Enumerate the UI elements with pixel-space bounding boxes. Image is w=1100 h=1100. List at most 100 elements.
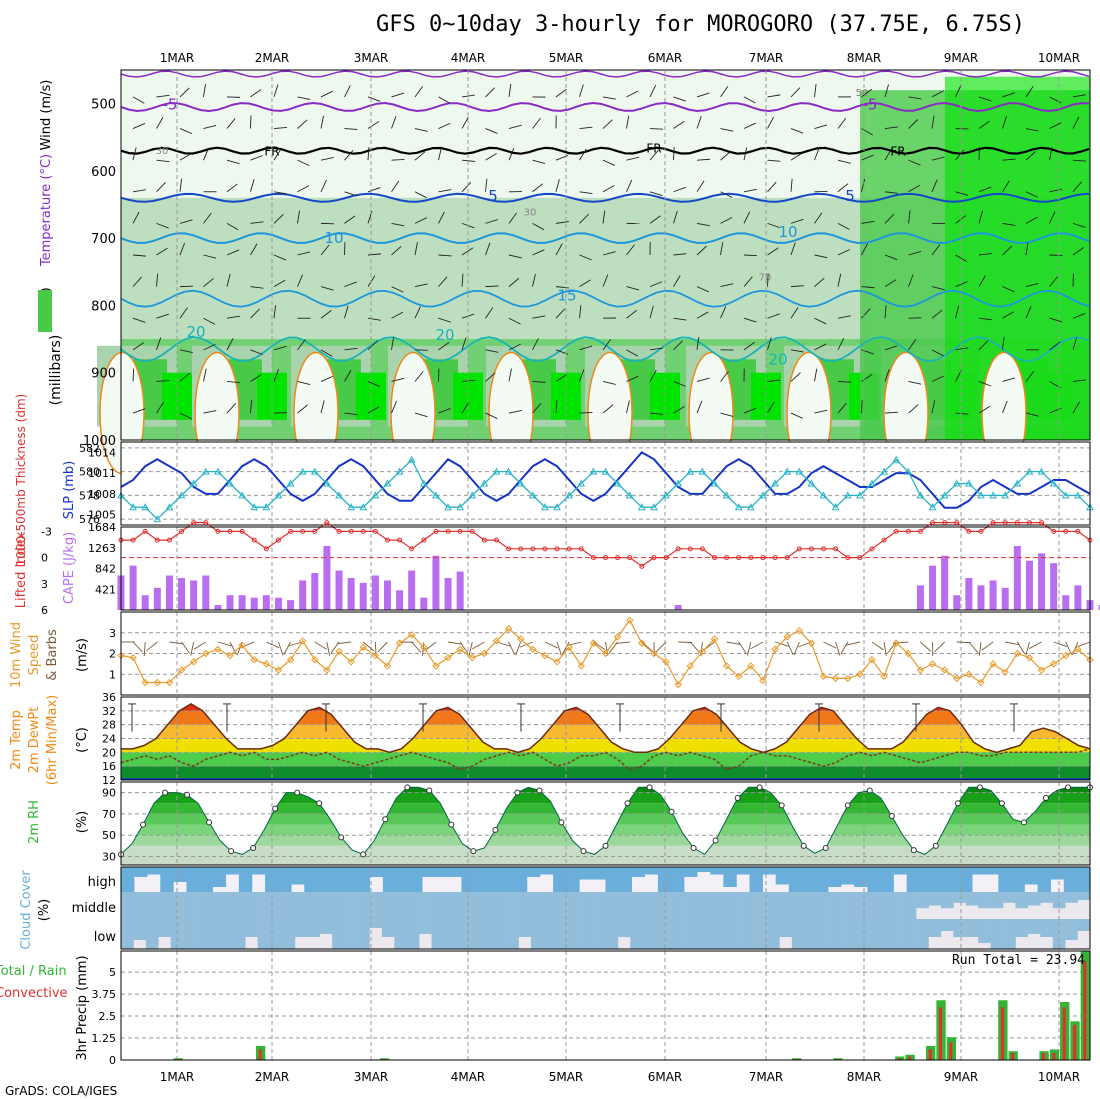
wind-barb <box>908 250 922 256</box>
cloud-bar-high <box>1024 867 1038 885</box>
wind-barb <box>391 336 394 350</box>
cape-bar <box>287 600 295 610</box>
cloud-bar-high <box>225 867 240 875</box>
wind-speed-point <box>759 676 767 685</box>
wind-barb <box>367 253 381 256</box>
cloud-bar-high <box>618 867 632 892</box>
wind-barb <box>1002 92 1015 98</box>
wind-barb <box>908 381 922 385</box>
wind-barb <box>837 381 852 383</box>
bottom-date-label-6MAR: 6MAR <box>648 1070 683 1084</box>
precip-conv-bar <box>1052 1052 1056 1060</box>
wind-speed-point <box>153 678 162 687</box>
rh-point <box>338 834 345 841</box>
cloud-bar-high <box>880 867 894 892</box>
wind-barb <box>767 116 775 129</box>
wind-barb <box>767 337 772 350</box>
li-point <box>748 555 754 561</box>
surface-wind-barb <box>236 641 243 656</box>
wind-barb <box>955 84 962 98</box>
wind-barb <box>391 116 397 129</box>
wind-speed-point <box>504 624 513 633</box>
wind-barb <box>1072 313 1086 319</box>
cloud-bar-high <box>356 867 371 892</box>
cloud-bar-low <box>1027 919 1041 934</box>
wind-barb <box>320 244 330 256</box>
rh-label-50: 50 <box>856 88 869 99</box>
li-point <box>978 528 984 534</box>
temp-label-line3: (6hr Min/Max) <box>45 695 60 785</box>
rh-tick-label: 30 <box>102 850 116 863</box>
contour-label-20: 20 <box>768 351 787 369</box>
wind-barb <box>790 349 804 353</box>
wind-barb <box>649 215 661 224</box>
wind-barb <box>790 218 804 224</box>
wind-barb <box>273 254 287 261</box>
wind-barb <box>908 404 919 414</box>
wind-barb <box>367 406 380 414</box>
panel-frame <box>120 781 1091 866</box>
cloud-bar-low <box>456 919 470 949</box>
cloud-bar-high <box>815 867 829 892</box>
wind-barb <box>344 281 357 288</box>
cloud-bar-low <box>829 919 842 949</box>
wind-barb <box>1072 159 1086 162</box>
rh-point <box>932 842 939 849</box>
slp-bg <box>121 442 1090 525</box>
cloud-bar-middle <box>369 892 383 919</box>
thickness-point <box>916 491 925 499</box>
wind-barb <box>391 377 405 382</box>
temp-contour-10 <box>120 232 1090 244</box>
thickness-tick-label: 580 <box>79 466 100 479</box>
cape-bar <box>299 580 307 610</box>
wind-label: Wind (m/s) <box>39 80 54 151</box>
cape-bar <box>1013 545 1021 610</box>
wind-barb <box>579 411 593 414</box>
wind-barb <box>132 408 146 414</box>
cloud-bar-low <box>518 919 532 937</box>
wind-barb <box>179 128 193 135</box>
li-point <box>651 555 657 561</box>
li-point <box>808 546 814 552</box>
cloud-bar-high <box>605 867 619 892</box>
wind-barb <box>485 87 496 98</box>
cloud-bar-high <box>893 867 907 875</box>
surface-wind-barb <box>1028 641 1042 649</box>
thickness-point <box>504 467 513 475</box>
wind-barb <box>250 221 264 224</box>
cloud-bar-middle <box>158 892 171 919</box>
cape-bar <box>153 587 161 610</box>
cape-bar <box>1038 553 1046 610</box>
precip-axis-label: 3hr Precip (mm) <box>75 955 90 1060</box>
wind-speed-point <box>250 656 258 664</box>
wind-barb <box>649 191 663 196</box>
cloud-bar-high <box>291 867 305 885</box>
li-point <box>251 537 257 543</box>
wind-speed-point <box>383 662 392 670</box>
cape-tick-label: 1263 <box>88 542 116 555</box>
cloud-bar-high <box>147 867 161 875</box>
wind-barb <box>955 305 960 319</box>
wind-barb <box>908 210 911 224</box>
cloud-bar-high <box>867 867 881 892</box>
wind-barb <box>720 306 727 319</box>
wind-barb <box>767 222 780 229</box>
wind-barb <box>1072 116 1080 129</box>
rh-point <box>558 819 565 826</box>
wind-barb <box>884 411 898 414</box>
wind-barb <box>320 179 327 192</box>
surface-wind-barb <box>193 641 207 650</box>
wind-barb <box>508 277 520 287</box>
cloud-bar-high <box>251 867 266 875</box>
wind-barb <box>1025 242 1029 256</box>
cloud-bar-middle <box>940 892 954 909</box>
thickness-point <box>323 479 331 487</box>
bottom-date-label-9MAR: 9MAR <box>944 1070 979 1084</box>
surface-wind-barb <box>190 641 195 656</box>
wind-barb <box>203 148 209 161</box>
wind-barb <box>626 309 638 319</box>
cloud-bar-high <box>487 867 502 892</box>
wind-barb <box>602 274 609 287</box>
li-point <box>384 537 390 543</box>
cloud-bar-middle <box>394 892 408 919</box>
